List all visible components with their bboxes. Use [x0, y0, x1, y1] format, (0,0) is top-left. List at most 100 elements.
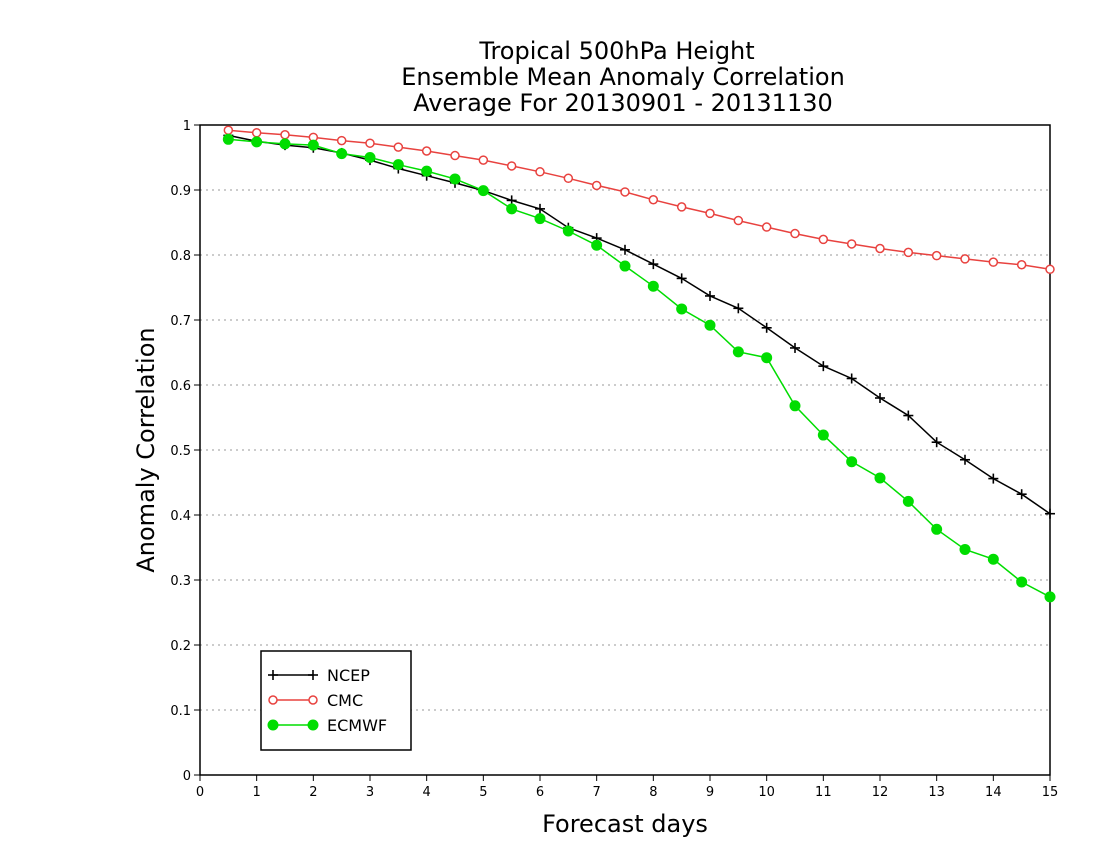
- title-line-1: Tropical 500hPa Height: [478, 37, 754, 65]
- legend-label: ECMWF: [327, 716, 387, 735]
- x-tick-label: 9: [706, 785, 714, 800]
- data-point-filled-circle: [817, 429, 829, 441]
- series-line: [228, 129, 1051, 271]
- data-point-plus: [875, 393, 885, 403]
- data-point-filled-circle: [279, 138, 291, 150]
- data-point-open-circle: [988, 257, 999, 267]
- axis-ticks: 00.10.20.30.40.50.60.70.80.910 1 2 3 4 5 6 7 8 9 1…: [170, 119, 1058, 800]
- x-tick-label: 4: [423, 785, 431, 800]
- x-tick-label: 6: [536, 785, 544, 800]
- data-point-open-circle: [421, 146, 432, 156]
- data-point-filled-circle: [392, 159, 404, 171]
- legend-label: NCEP: [327, 666, 370, 685]
- data-point-filled-circle: [562, 225, 574, 237]
- data-point-open-circle: [733, 215, 744, 226]
- data-point-filled-circle: [591, 239, 603, 251]
- data-point-open-circle: [268, 695, 278, 705]
- data-point-open-circle: [761, 222, 772, 232]
- series-ecmwf: [222, 133, 1056, 603]
- data-point-plus: [960, 454, 970, 465]
- data-point-open-circle: [818, 234, 829, 245]
- y-tick-label: 1: [183, 119, 191, 134]
- data-point-open-circle: [223, 125, 234, 135]
- data-point-filled-circle: [846, 456, 858, 468]
- data-point-filled-circle: [619, 260, 631, 272]
- data-point-plus: [648, 259, 659, 270]
- legend-label: CMC: [327, 691, 363, 710]
- data-point-open-circle: [903, 247, 914, 258]
- x-tick-label: 14: [985, 785, 1002, 800]
- data-point-plus: [761, 322, 772, 333]
- x-tick-label: 1: [253, 785, 261, 800]
- data-point-plus: [931, 437, 942, 448]
- data-point-plus: [903, 410, 914, 421]
- y-tick-label: 0.1: [170, 704, 191, 719]
- data-point-open-circle: [1016, 260, 1027, 270]
- y-tick-label: 0.8: [170, 249, 191, 264]
- x-tick-label: 2: [309, 785, 317, 800]
- data-point-open-circle: [931, 250, 942, 261]
- data-point-plus: [988, 473, 999, 484]
- y-axis-title: Anomaly Correlation: [132, 327, 160, 572]
- y-tick-label: 0.7: [170, 314, 191, 329]
- data-point-open-circle: [846, 239, 857, 249]
- data-point-open-circle: [308, 695, 318, 705]
- data-point-filled-circle: [336, 148, 348, 160]
- data-point-filled-circle: [506, 203, 518, 215]
- data-point-open-circle: [960, 254, 970, 264]
- y-tick-label: 0.3: [170, 574, 191, 589]
- series-line: [228, 138, 1051, 598]
- data-point-filled-circle: [477, 185, 489, 197]
- legend-item-ecmwf: ECMWF: [267, 716, 387, 735]
- data-point-filled-circle: [307, 719, 319, 731]
- data-point-plus: [1045, 508, 1055, 519]
- data-point-filled-circle: [874, 472, 886, 484]
- data-point-filled-circle: [267, 719, 279, 731]
- data-point-open-circle: [280, 130, 290, 140]
- y-tick-label: 0.4: [170, 509, 191, 524]
- data-point-open-circle: [478, 155, 489, 165]
- data-point-plus: [790, 342, 800, 353]
- data-point-filled-circle: [307, 139, 319, 151]
- data-point-open-circle: [450, 150, 460, 161]
- data-point-open-circle: [676, 202, 687, 212]
- data-point-open-circle: [393, 142, 404, 152]
- data-point-open-circle: [251, 128, 262, 138]
- legend-item-cmc: CMC: [268, 691, 363, 710]
- legend: NCEP CMC ECMWF: [260, 650, 412, 751]
- x-tick-label: 5: [479, 785, 487, 800]
- y-tick-label: 0.5: [170, 444, 191, 459]
- data-point-plus: [846, 373, 857, 384]
- data-point-filled-circle: [704, 319, 716, 331]
- legend-item-ncep: NCEP: [268, 666, 370, 685]
- x-tick-label: 0: [196, 785, 204, 800]
- chart-title: Tropical 500hPa Height Ensemble Mean Ano…: [401, 37, 845, 117]
- data-point-open-circle: [365, 138, 375, 148]
- data-point-plus: [308, 670, 318, 680]
- data-point-open-circle: [620, 187, 630, 197]
- x-tick-label: 12: [872, 785, 889, 800]
- data-point-filled-circle: [1044, 591, 1056, 603]
- y-tick-label: 0.9: [170, 184, 191, 199]
- x-tick-label: 13: [928, 785, 945, 800]
- data-point-open-circle: [535, 167, 545, 177]
- data-point-plus: [705, 290, 715, 301]
- data-point-filled-circle: [902, 495, 914, 507]
- data-point-filled-circle: [534, 213, 546, 225]
- data-point-open-circle: [336, 135, 347, 146]
- data-point-open-circle: [506, 161, 517, 171]
- data-point-open-circle: [705, 208, 715, 219]
- data-point-plus: [676, 273, 687, 284]
- data-point-open-circle: [563, 173, 574, 184]
- x-axis-title: Forecast days: [542, 810, 708, 838]
- y-tick-label: 0.2: [170, 639, 191, 654]
- data-point-plus: [620, 244, 630, 255]
- x-tick-label: 8: [649, 785, 657, 800]
- data-point-filled-circle: [364, 152, 376, 163]
- data-point-plus: [535, 203, 545, 214]
- series-layer: [222, 125, 1056, 603]
- title-line-2: Ensemble Mean Anomaly Correlation: [401, 63, 845, 91]
- data-point-plus: [268, 670, 278, 680]
- data-point-filled-circle: [251, 136, 263, 148]
